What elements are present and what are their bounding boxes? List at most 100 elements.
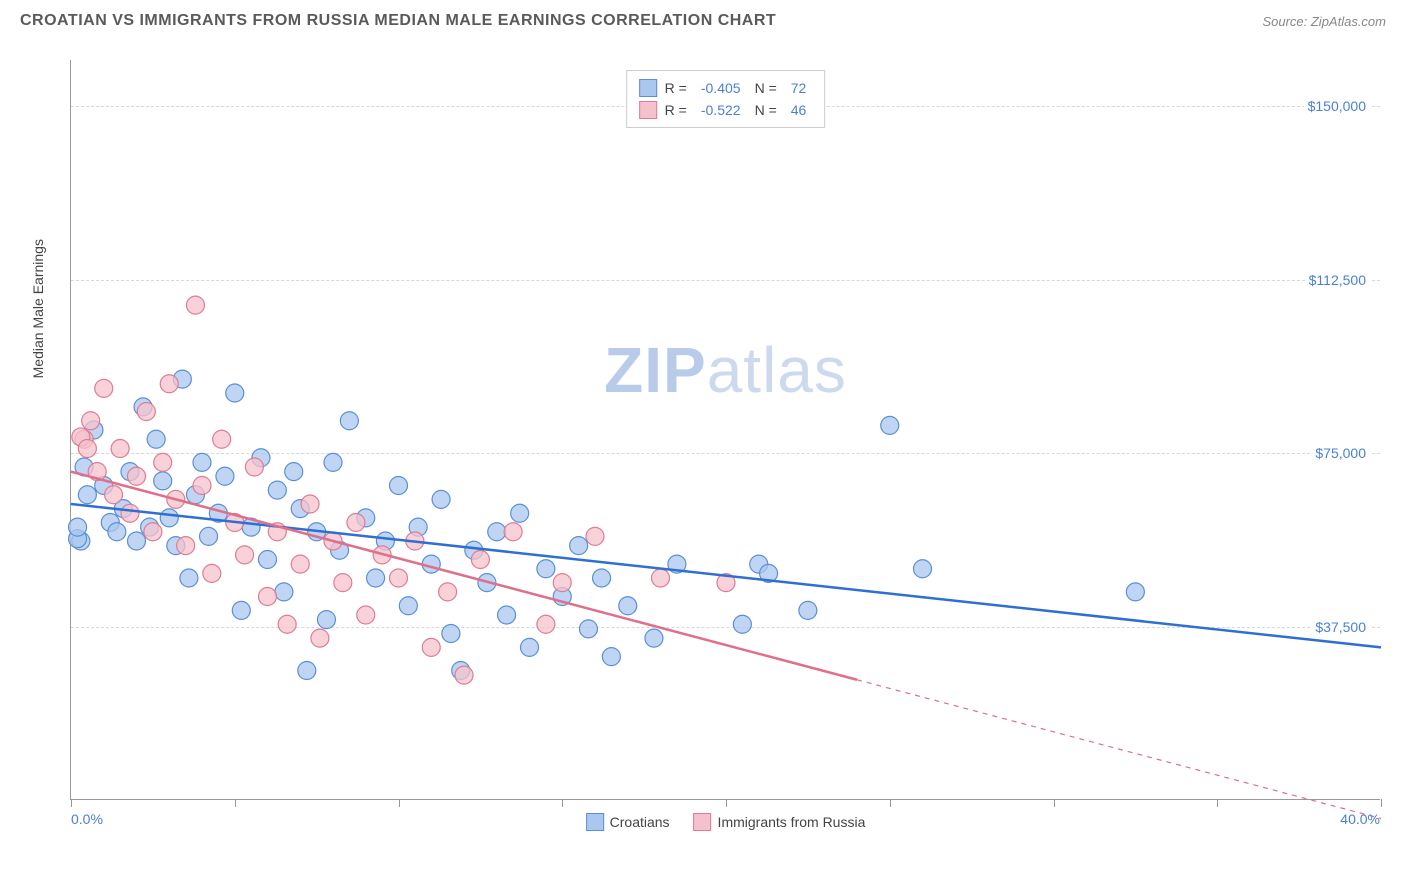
scatter-point — [317, 611, 335, 629]
stats-legend: R = -0.405 N = 72 R = -0.522 N = 46 — [626, 70, 826, 128]
legend-label-1: Immigrants from Russia — [718, 814, 866, 830]
scatter-point — [422, 638, 440, 656]
scatter-point — [236, 546, 254, 564]
swatch-series-0 — [639, 79, 657, 97]
scatter-point — [291, 555, 309, 573]
x-tick — [235, 799, 236, 807]
scatter-point — [390, 477, 408, 495]
scatter-point — [570, 537, 588, 555]
scatter-point — [95, 379, 113, 397]
scatter-point — [390, 569, 408, 587]
plot-svg — [71, 60, 1380, 799]
x-axis-max-label: 40.0% — [1340, 811, 1380, 827]
scatter-point — [1126, 583, 1144, 601]
scatter-point — [311, 629, 329, 647]
scatter-point — [298, 662, 316, 680]
legend-swatch-0 — [586, 813, 604, 831]
scatter-point — [160, 375, 178, 393]
stats-r-value-1: -0.522 — [701, 102, 741, 118]
scatter-point — [213, 430, 231, 448]
scatter-point — [334, 574, 352, 592]
scatter-points-group — [69, 296, 1145, 684]
scatter-point — [78, 440, 96, 458]
source-name: ZipAtlas.com — [1311, 14, 1386, 29]
source-prefix: Source: — [1262, 14, 1310, 29]
scatter-point — [914, 560, 932, 578]
scatter-point — [881, 416, 899, 434]
legend-item-0: Croatians — [586, 813, 670, 831]
scatter-point — [111, 440, 129, 458]
plot-area: ZIPatlas $37,500$75,000$112,500$150,000 … — [70, 60, 1380, 800]
scatter-point — [128, 532, 146, 550]
x-axis-min-label: 0.0% — [71, 811, 103, 827]
bottom-legend: Croatians Immigrants from Russia — [586, 813, 866, 831]
y-axis-title: Median Male Earnings — [30, 239, 46, 378]
scatter-point — [203, 564, 221, 582]
scatter-point — [645, 629, 663, 647]
scatter-point — [232, 601, 250, 619]
scatter-point — [593, 569, 611, 587]
regression-line-extrapolated — [857, 680, 1381, 819]
scatter-point — [799, 601, 817, 619]
x-tick — [399, 799, 400, 807]
scatter-point — [268, 481, 286, 499]
scatter-point — [511, 504, 529, 522]
scatter-point — [521, 638, 539, 656]
scatter-point — [121, 504, 139, 522]
stats-n-value-1: 46 — [791, 102, 807, 118]
x-tick — [1217, 799, 1218, 807]
source-attribution: Source: ZipAtlas.com — [1262, 14, 1386, 29]
scatter-point — [347, 514, 365, 532]
scatter-point — [619, 597, 637, 615]
swatch-series-1 — [639, 101, 657, 119]
scatter-point — [82, 412, 100, 430]
legend-item-1: Immigrants from Russia — [694, 813, 866, 831]
scatter-point — [108, 523, 126, 541]
regression-lines-group — [71, 472, 1381, 819]
scatter-point — [144, 523, 162, 541]
scatter-point — [324, 453, 342, 471]
scatter-point — [553, 574, 571, 592]
scatter-point — [193, 477, 211, 495]
stats-n-value-0: 72 — [791, 80, 807, 96]
chart-title: CROATIAN VS IMMIGRANTS FROM RUSSIA MEDIA… — [20, 12, 776, 30]
scatter-point — [137, 403, 155, 421]
scatter-point — [285, 463, 303, 481]
scatter-point — [498, 606, 516, 624]
scatter-point — [471, 551, 489, 569]
x-tick — [71, 799, 72, 807]
scatter-point — [579, 620, 597, 638]
legend-swatch-1 — [694, 813, 712, 831]
scatter-point — [128, 467, 146, 485]
scatter-point — [537, 615, 555, 633]
scatter-point — [154, 453, 172, 471]
scatter-point — [340, 412, 358, 430]
x-tick — [1054, 799, 1055, 807]
chart-header: CROATIAN VS IMMIGRANTS FROM RUSSIA MEDIA… — [0, 0, 1406, 38]
scatter-point — [216, 467, 234, 485]
x-tick — [890, 799, 891, 807]
scatter-point — [301, 495, 319, 513]
stats-r-label: R = — [665, 80, 687, 96]
scatter-point — [586, 527, 604, 545]
scatter-point — [245, 458, 263, 476]
scatter-point — [160, 509, 178, 527]
stats-row-series-0: R = -0.405 N = 72 — [639, 77, 813, 99]
stats-row-series-1: R = -0.522 N = 46 — [639, 99, 813, 121]
scatter-point — [733, 615, 751, 633]
scatter-point — [278, 615, 296, 633]
scatter-point — [259, 588, 277, 606]
regression-line — [71, 504, 1381, 647]
scatter-point — [105, 486, 123, 504]
scatter-point — [602, 648, 620, 666]
scatter-point — [367, 569, 385, 587]
scatter-point — [78, 486, 96, 504]
scatter-point — [455, 666, 473, 684]
scatter-point — [537, 560, 555, 578]
scatter-point — [226, 384, 244, 402]
scatter-point — [399, 597, 417, 615]
scatter-point — [275, 583, 293, 601]
stats-n-label: N = — [755, 80, 777, 96]
x-tick — [562, 799, 563, 807]
stats-n-label: N = — [755, 102, 777, 118]
